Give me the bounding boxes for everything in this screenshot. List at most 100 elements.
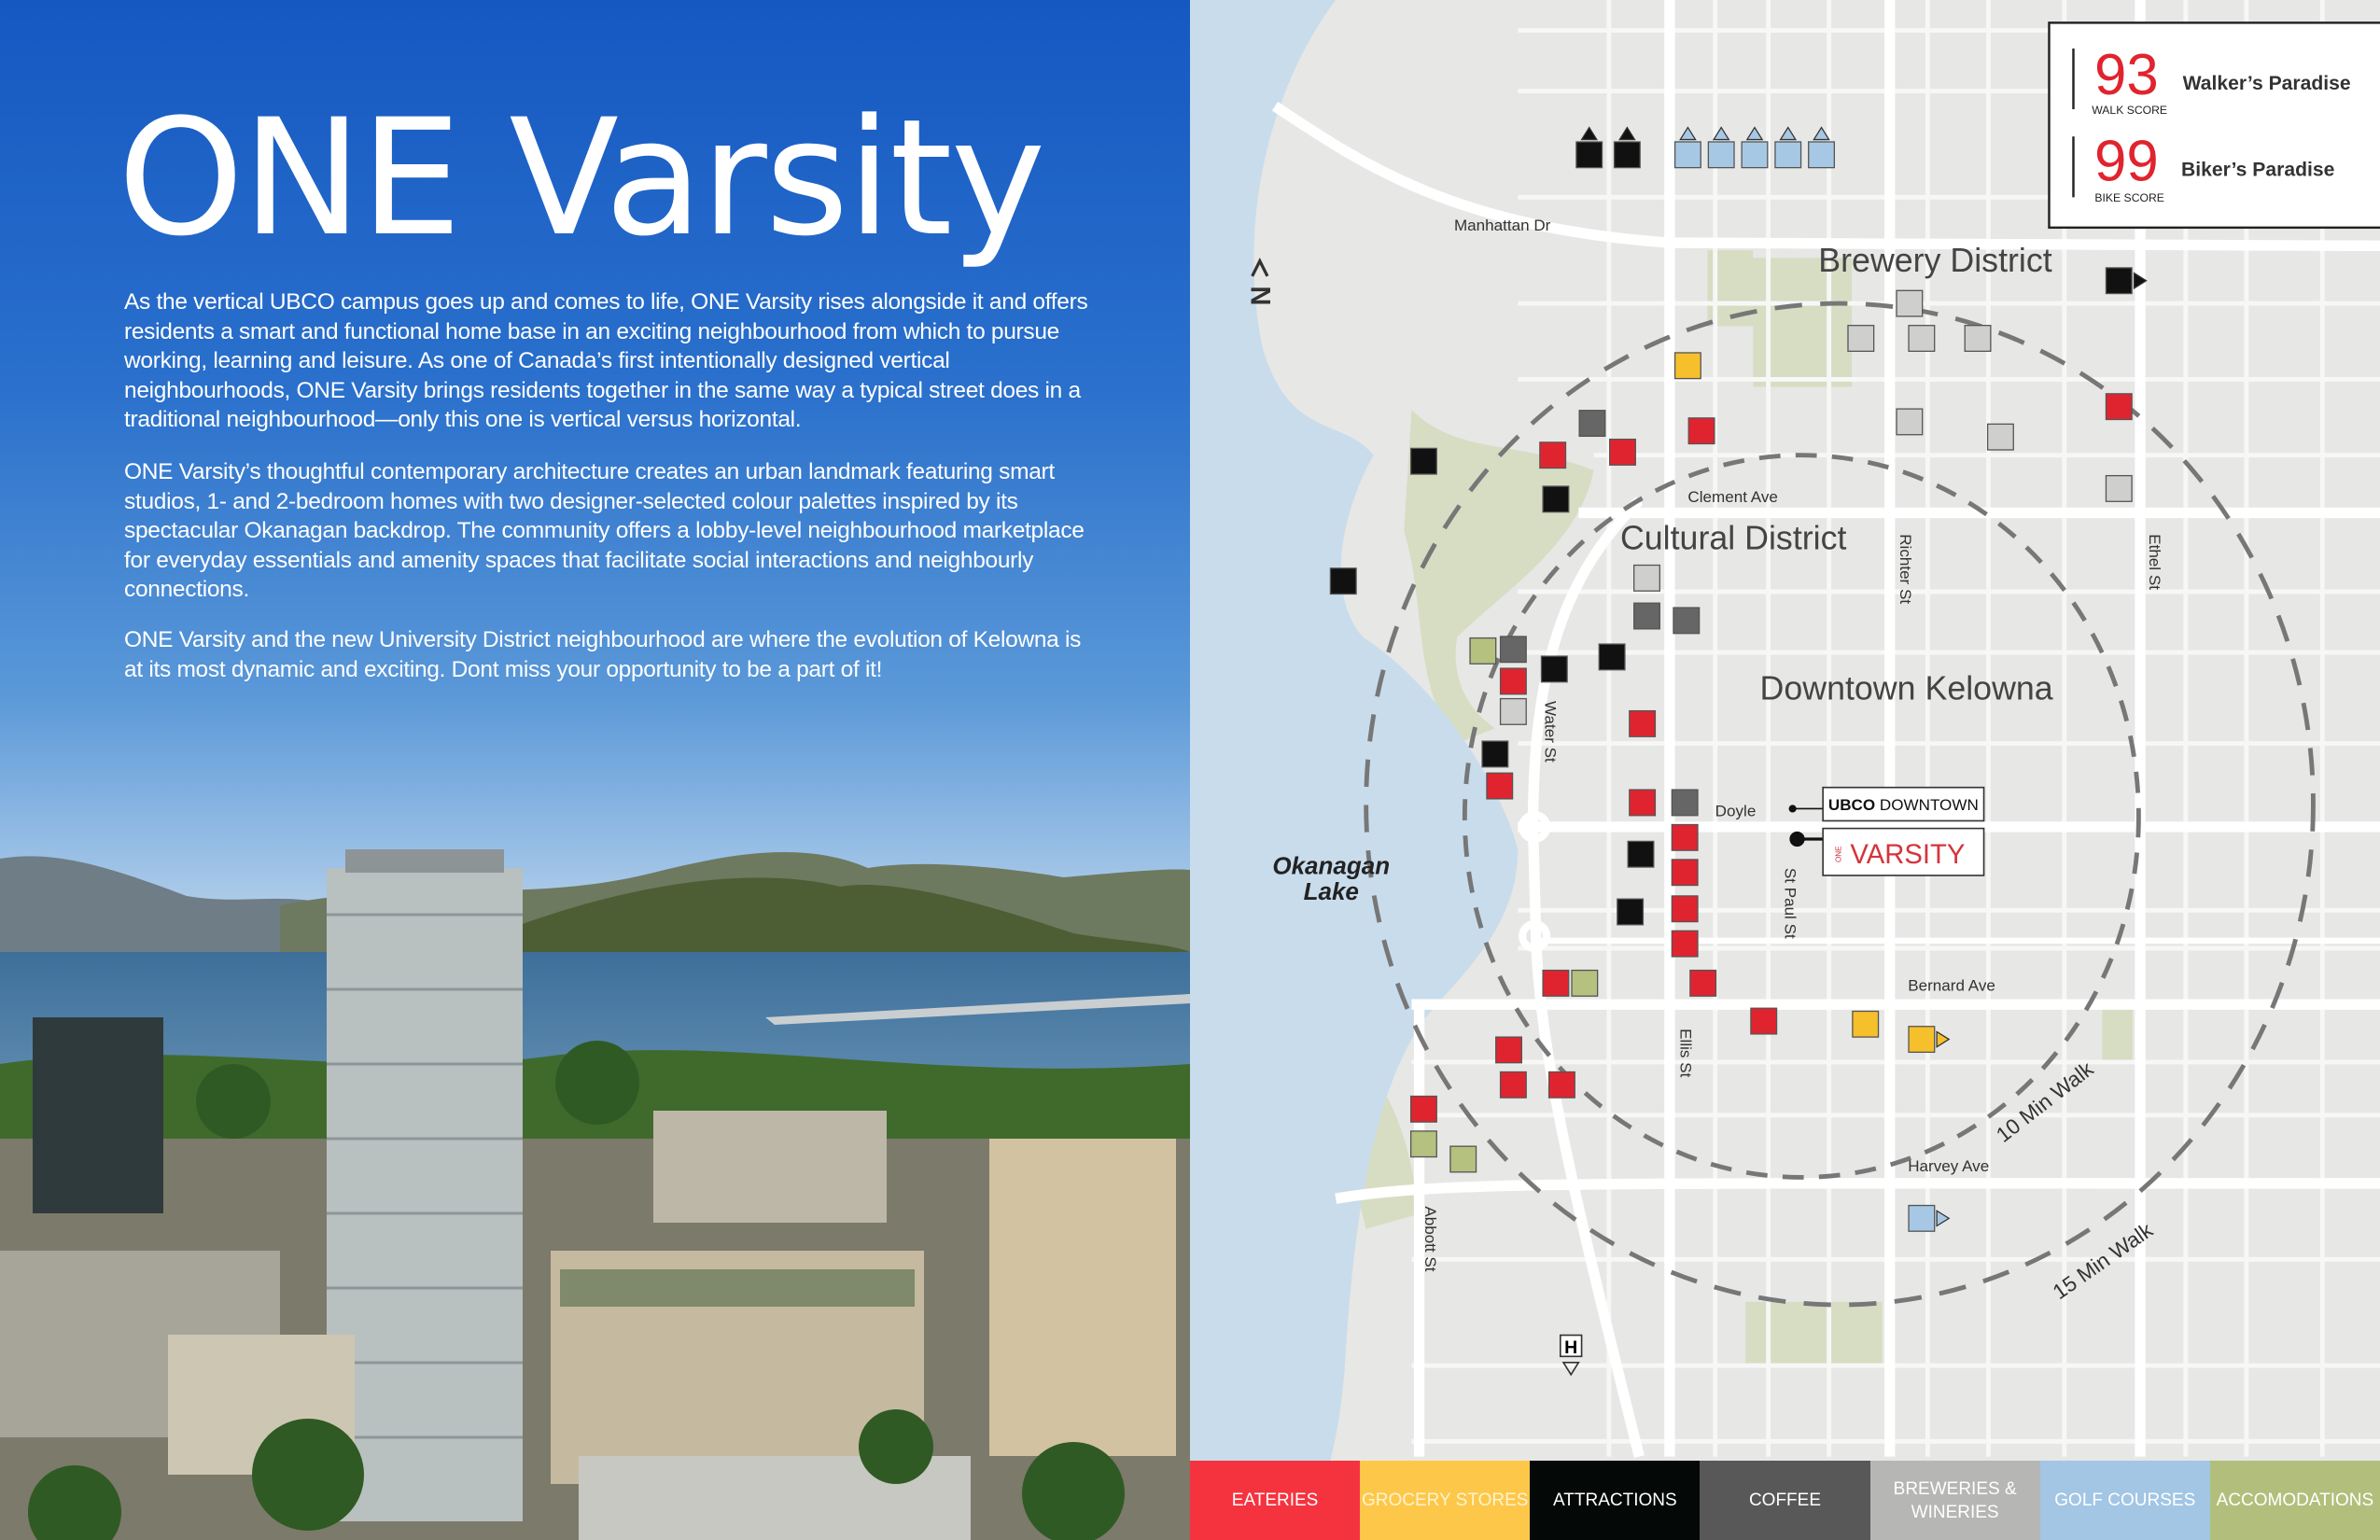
coffee-marker[interactable] [1633,602,1660,630]
eatery-marker[interactable] [1609,438,1636,466]
coffee-marker[interactable] [1673,607,1701,635]
north-indicator: N [1247,286,1277,305]
aerial-city-photo [0,849,1190,1540]
one-varsity-logo: VARSITY [1850,840,1965,870]
svg-text:H: H [1564,1337,1577,1358]
one-varsity-callout[interactable] [1822,827,1985,876]
attraction-marker[interactable] [1627,840,1655,868]
lake-label: Okanagan [1272,851,1390,879]
legend-accomodations[interactable]: ACCOMODATIONS [2209,1461,2380,1540]
brewery-winery-marker[interactable] [1896,289,1924,317]
accomodation-marker[interactable] [1571,969,1599,997]
eatery-marker[interactable] [1750,1007,1778,1035]
grocery-store-marker[interactable] [1673,352,1701,380]
district-label-downtown: Downtown Kelowna [1760,669,2053,707]
legend-golf-courses[interactable]: GOLF COURSES [2039,1461,2210,1540]
closing-paragraph: ONE Varsity and the new University Distr… [124,627,1082,682]
direction-arrow-icon [1813,126,1830,141]
coffee-marker[interactable] [1578,410,1606,438]
intro-panel: ONE Varsity As the vertical UBCO campus … [0,0,1190,1540]
eatery-marker[interactable] [1689,969,1717,997]
eatery-marker[interactable] [1671,895,1699,923]
eatery-marker[interactable] [1542,969,1570,997]
coffee-marker[interactable] [1499,636,1527,664]
eatery-marker[interactable] [1539,441,1567,469]
neighbourhood-map[interactable]: N Brewery District Cultural District Dow… [1190,0,2380,1540]
brewery-winery-marker[interactable] [1986,423,2014,451]
legend-eateries[interactable]: EATERIES [1190,1461,1361,1540]
okanagan-lake [1190,0,1519,1540]
amenity-markers [1329,126,2148,1232]
golf-course-marker[interactable] [1741,141,1769,169]
golf-course-marker[interactable] [1673,141,1701,169]
brewery-winery-marker[interactable] [1499,697,1527,725]
map-legend: EATERIES GROCERY STORES ATTRACTIONS COFF… [1190,1461,2380,1540]
attraction-marker[interactable] [1542,485,1570,513]
eatery-marker[interactable] [1671,823,1699,851]
brewery-winery-marker[interactable] [2105,474,2133,502]
grocery-store-marker[interactable] [1908,1026,1936,1054]
direction-arrow-icon [1712,126,1730,141]
attraction-marker[interactable] [1598,643,1626,671]
eatery-marker[interactable] [1671,859,1699,887]
attraction-marker[interactable] [1409,447,1437,475]
brewery-winery-marker[interactable] [1633,564,1660,592]
legend-attractions[interactable]: ATTRACTIONS [1530,1461,1701,1540]
eatery-marker[interactable] [1495,1036,1522,1064]
attraction-marker[interactable] [1575,141,1603,169]
attraction-marker[interactable] [2105,267,2133,295]
direction-arrow-icon [1936,1030,1951,1048]
eatery-marker[interactable] [1409,1095,1437,1123]
hospital-icon: H [1559,1334,1583,1377]
legend-grocery-stores[interactable]: GROCERY STORES [1360,1461,1531,1540]
bike-score-label: BIKE SCORE [2094,191,2164,204]
bike-score-value: 99 [2094,129,2159,193]
attraction-marker[interactable] [1617,898,1645,926]
golf-course-marker[interactable] [1808,141,1836,169]
coffee-marker[interactable] [1671,789,1699,817]
grocery-store-marker[interactable] [1852,1010,1880,1038]
eatery-marker[interactable] [1629,709,1657,737]
eatery-marker[interactable] [1671,930,1699,958]
street-label: Ethel St [2146,534,2163,590]
svg-text:UBCO DOWNTOWN: UBCO DOWNTOWN [1828,796,1979,814]
district-label-cultural: Cultural District [1620,519,1847,556]
eatery-marker[interactable] [2105,393,2133,421]
direction-arrow-icon [1779,126,1798,141]
direction-arrow-icon [1580,126,1599,141]
accomodation-marker[interactable] [1469,637,1497,665]
golf-course-marker[interactable] [1707,141,1735,169]
score-box: 93 WALK SCORE Walker’s Paradise 99 BIKE … [2048,21,2380,230]
golf-course-marker[interactable] [1774,141,1802,169]
street-label: Richter St [1897,534,1914,604]
eatery-marker[interactable] [1486,772,1514,800]
attraction-marker[interactable] [1481,740,1509,768]
fifteen-minute-walk-ring [1364,301,2316,1308]
walk-score-label: WALK SCORE [2092,104,2167,117]
eatery-marker[interactable] [1629,789,1657,817]
direction-arrow-icon [2133,272,2148,290]
lake-label: Lake [1304,877,1359,905]
golf-course-marker[interactable] [1908,1204,1936,1232]
accomodation-marker[interactable] [1409,1130,1437,1158]
eatery-marker[interactable] [1499,1071,1527,1099]
street-grid [1411,0,2380,1457]
brewery-winery-marker[interactable] [1896,408,1924,436]
brewery-winery-marker[interactable] [1847,325,1875,352]
brewery-winery-marker[interactable] [1964,325,1992,352]
direction-arrow-icon [1618,126,1636,141]
walk-score-desc: Walker’s Paradise [2183,73,2351,94]
attraction-marker[interactable] [1613,141,1641,169]
eatery-marker[interactable] [1499,667,1527,695]
eatery-marker[interactable] [1547,1071,1575,1099]
legend-coffee[interactable]: COFFEE [1700,1461,1870,1540]
ubco-downtown-callout[interactable] [1822,786,1985,822]
attraction-marker[interactable] [1329,567,1357,595]
intro-paragraph: As the vertical UBCO campus goes up and … [124,289,1088,432]
attraction-marker[interactable] [1540,655,1568,683]
legend-breweries-wineries[interactable]: BREWERIES & WINERIES [1869,1461,2040,1540]
eatery-marker[interactable] [1687,417,1715,445]
street-label: Water St [1542,701,1560,763]
accomodation-marker[interactable] [1449,1145,1477,1173]
brewery-winery-marker[interactable] [1908,325,1936,352]
